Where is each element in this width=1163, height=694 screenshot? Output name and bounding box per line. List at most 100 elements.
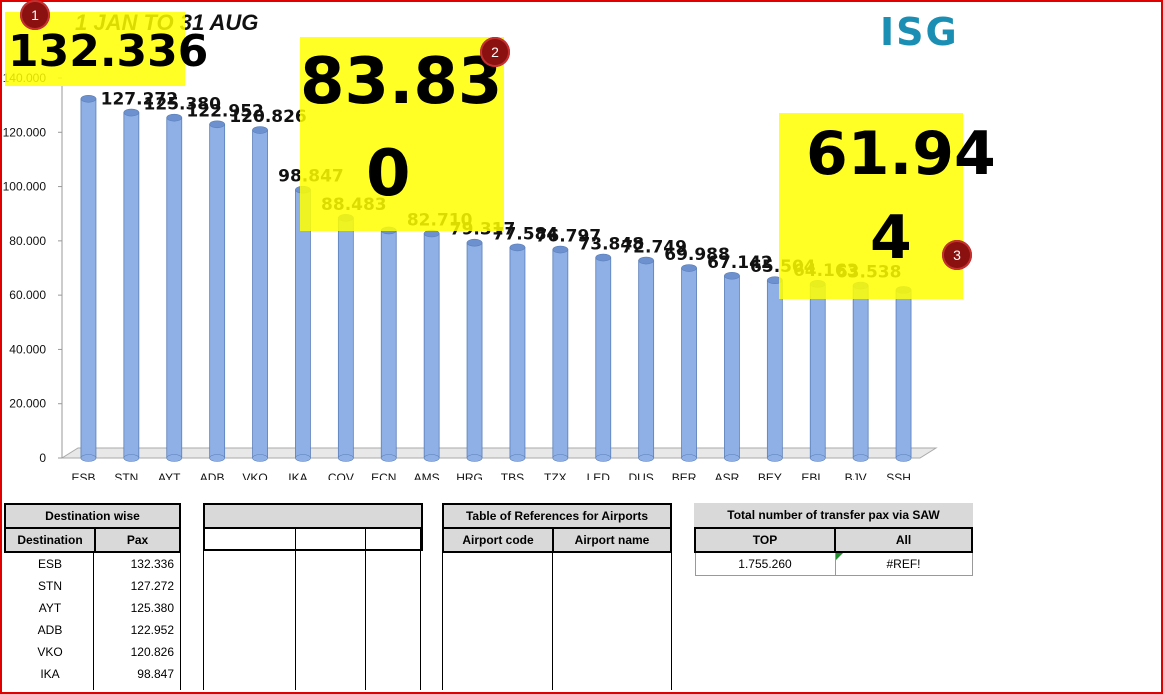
bar-led[interactable] [595, 253, 612, 462]
bar-ssh[interactable] [895, 286, 912, 462]
bar-cap [80, 95, 97, 103]
references-right-border [671, 551, 672, 690]
x-tick-label: AYT [158, 471, 181, 480]
bar-bey[interactable] [766, 276, 783, 462]
bar-base [552, 454, 569, 462]
y-tick-label: 120.000 [3, 125, 47, 139]
callout-3-value-line1: 61.94 [806, 119, 996, 189]
bar-bjv[interactable] [852, 281, 869, 462]
data-label: 120.826 [229, 107, 306, 127]
destination-cell[interactable]: VKO [37, 645, 63, 659]
empty-table-left-border [203, 527, 204, 690]
bar-dus[interactable] [638, 256, 655, 462]
bar-cap [123, 108, 140, 117]
bar-esb[interactable] [80, 95, 97, 462]
airport-code-col-header[interactable]: Airport code [442, 527, 554, 553]
bar-stn[interactable] [123, 108, 140, 462]
bar-body [123, 112, 140, 459]
transfer-table: TOP All 1.755.260 #REF! [694, 527, 973, 576]
destination-cell[interactable]: ESB [37, 557, 62, 571]
destination-cell[interactable]: IKA [40, 667, 60, 681]
bar-vko[interactable] [252, 126, 268, 462]
all-value-cell[interactable]: #REF! [834, 551, 973, 576]
bar-asr[interactable] [724, 271, 740, 462]
table-row[interactable]: 1.755.260 #REF! [694, 551, 973, 576]
bar-ams[interactable] [423, 229, 440, 462]
y-tick-label: 80.000 [9, 234, 46, 248]
bar-base [681, 454, 697, 462]
empty-table-right-border [420, 527, 421, 690]
table-row[interactable]: VKO 120.826 [5, 641, 180, 663]
x-tick-label: COV [328, 471, 354, 480]
top-value-cell[interactable]: 1.755.260 [694, 551, 836, 576]
data-label: 67.142 [707, 253, 773, 273]
bar-cap [466, 238, 483, 247]
bar-cap [252, 126, 268, 134]
pax-cell[interactable]: 132.336 [130, 557, 174, 571]
y-tick-label: 0 [39, 451, 46, 465]
bar-base [209, 454, 225, 462]
chart-floor [60, 447, 938, 459]
error-triangle-icon [835, 553, 843, 560]
pax-cell[interactable]: 120.826 [130, 645, 174, 659]
bar-tbs[interactable] [509, 243, 526, 462]
table-row[interactable]: STN 127.272 [5, 575, 180, 597]
table-row[interactable]: AYT 125.380 [5, 597, 180, 619]
airport-name-col-header[interactable]: Airport name [552, 527, 672, 553]
bar-base [123, 454, 140, 462]
pax-cell[interactable]: 125.380 [130, 601, 174, 615]
x-tick-label: VKO [242, 471, 267, 480]
bar-body [80, 98, 97, 459]
x-tick-label: ADB [200, 471, 225, 480]
bar-ber[interactable] [681, 264, 697, 462]
bar-cov[interactable] [337, 214, 354, 462]
callout-1-value: 132.336 [8, 26, 209, 77]
table-row[interactable]: ADB 122.952 [5, 619, 180, 641]
bar-adb[interactable] [209, 120, 226, 462]
bar-base [638, 454, 654, 462]
all-col-header[interactable]: All [834, 527, 973, 553]
y-tick-label: 20.000 [9, 397, 46, 411]
table-row[interactable]: ESB 132.336 [5, 552, 180, 575]
bar-base [380, 454, 397, 462]
pax-cell[interactable]: 122.952 [130, 623, 174, 637]
bar-base [767, 454, 783, 462]
top-col-header[interactable]: TOP [694, 527, 836, 553]
bar-base [595, 454, 612, 462]
empty-table-divider [365, 527, 366, 690]
destination-cell[interactable]: STN [38, 579, 62, 593]
isg-logo: ISG [880, 10, 959, 54]
data-label: 127.272 [101, 90, 178, 110]
bar-hrg[interactable] [466, 238, 483, 462]
x-tick-label: ESB [71, 471, 95, 480]
callout-2-value-line1: 83.83 [300, 45, 503, 119]
table-row[interactable]: IKA 98.847 [5, 663, 180, 685]
bar-base [466, 454, 483, 462]
destination-cell[interactable]: ADB [37, 623, 63, 637]
callout-2-badge[interactable]: 2 [480, 37, 510, 67]
bar-base [423, 454, 440, 462]
bar-base [80, 454, 97, 462]
callout-3-badge[interactable]: 3 [942, 240, 972, 270]
x-tick-label: ASR [715, 471, 740, 480]
pax-col-header[interactable]: Pax [94, 527, 181, 553]
bar-ecn[interactable] [380, 226, 397, 462]
bar-body [766, 279, 783, 459]
callout-1-badge[interactable]: 1 [20, 0, 50, 30]
bar-base [852, 454, 869, 462]
bar-body [809, 283, 826, 459]
pax-cell[interactable]: 98.847 [137, 667, 174, 681]
x-tick-label: BJV [845, 471, 867, 480]
bar-body [552, 249, 569, 459]
callout-2-highlight [300, 37, 504, 231]
data-label: 72.749 [621, 238, 687, 258]
bar-base [295, 454, 311, 462]
bar-tzx[interactable] [552, 245, 569, 462]
references-col-divider [552, 551, 553, 690]
bar-ayt[interactable] [166, 113, 183, 462]
destination-cell[interactable]: AYT [38, 601, 62, 615]
bar-cap [595, 253, 612, 262]
pax-cell[interactable]: 127.272 [130, 579, 174, 593]
destination-col-header[interactable]: Destination [4, 527, 96, 553]
bar-ebl[interactable] [809, 280, 826, 462]
